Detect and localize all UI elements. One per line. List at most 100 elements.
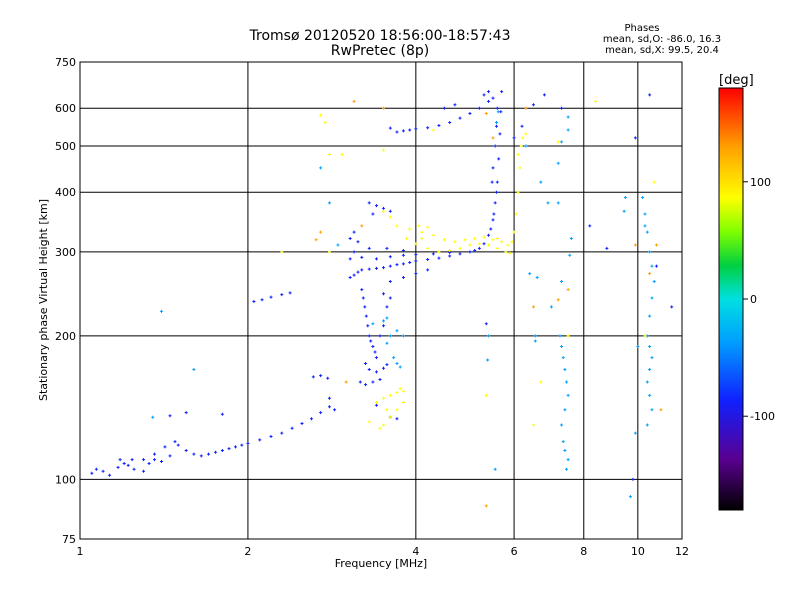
data-point <box>388 393 392 397</box>
data-point <box>94 467 98 471</box>
data-point <box>152 458 156 462</box>
chart-subtitle: RwPretec (8p) <box>331 43 429 59</box>
data-point <box>414 242 418 246</box>
data-point <box>348 236 352 240</box>
data-point <box>442 106 446 110</box>
data-point <box>518 166 522 170</box>
data-point <box>437 256 441 260</box>
data-point <box>514 212 518 216</box>
data-point <box>491 96 495 100</box>
data-point <box>648 93 652 97</box>
data-point <box>565 380 569 384</box>
data-point <box>473 236 477 240</box>
data-point <box>486 358 490 362</box>
data-point <box>633 431 637 435</box>
data-point <box>566 115 570 119</box>
stats-line-x: mean, sd,X: 99.5, 20.4 <box>605 45 719 56</box>
data-point <box>431 233 435 237</box>
data-point <box>374 370 378 374</box>
data-point <box>288 291 292 295</box>
y-tick-label: 300 <box>55 246 76 259</box>
data-point <box>360 255 364 259</box>
data-point <box>388 415 392 419</box>
data-point <box>369 339 373 343</box>
data-point <box>388 279 392 283</box>
data-point <box>319 230 323 234</box>
data-point <box>431 252 435 256</box>
x-axis: 1 2 4 6 8 10 12 <box>77 545 690 558</box>
data-point <box>360 268 364 272</box>
data-point <box>524 144 528 148</box>
data-point <box>426 126 430 130</box>
data-point <box>323 121 327 125</box>
data-point <box>631 477 635 481</box>
data-point <box>269 295 273 299</box>
data-point <box>163 445 167 449</box>
data-point <box>101 469 105 473</box>
data-point <box>670 305 674 309</box>
data-point <box>654 243 658 247</box>
data-point <box>431 128 435 132</box>
data-point <box>192 367 196 371</box>
data-point <box>326 376 330 380</box>
data-point <box>401 129 405 133</box>
data-point <box>654 264 658 268</box>
data-point <box>374 266 378 270</box>
data-point <box>493 144 497 148</box>
data-point <box>90 471 94 475</box>
data-point <box>487 243 491 247</box>
data-point <box>388 215 392 219</box>
data-point <box>269 435 273 439</box>
data-point <box>563 367 567 371</box>
colorbar <box>718 87 744 511</box>
data-point <box>426 268 430 272</box>
chart-title: Tromsø 20120520 18:56:00-18:57:43 <box>249 28 511 44</box>
data-point <box>484 504 488 508</box>
data-point <box>130 458 134 462</box>
data-point <box>539 180 543 184</box>
data-point <box>458 246 462 250</box>
data-point <box>512 136 516 140</box>
data-point <box>497 157 501 161</box>
data-point <box>650 408 654 412</box>
data-point <box>388 209 392 213</box>
data-point <box>484 322 488 326</box>
data-point <box>327 250 331 254</box>
data-point <box>227 447 231 451</box>
data-point <box>398 365 402 369</box>
data-point <box>473 248 477 252</box>
data-point <box>214 450 218 454</box>
y-tick-label: 600 <box>55 102 76 115</box>
data-point <box>344 380 348 384</box>
data-point <box>549 305 553 309</box>
data-point <box>622 209 626 213</box>
data-point <box>588 224 592 228</box>
data-point <box>381 148 385 152</box>
data-point <box>118 458 122 462</box>
data-point <box>560 423 564 427</box>
data-point <box>385 305 389 309</box>
data-point <box>371 344 375 348</box>
data-point <box>367 201 371 205</box>
data-point <box>556 298 560 302</box>
data-point <box>491 238 495 242</box>
data-point <box>414 272 418 276</box>
data-point <box>569 236 573 240</box>
data-point <box>252 300 256 304</box>
data-point <box>108 473 112 477</box>
data-point <box>560 344 564 348</box>
data-point <box>650 296 654 300</box>
x-axis-label: Frequency [MHz] <box>335 557 427 570</box>
y-tick-label: 400 <box>55 186 76 199</box>
data-point <box>494 121 498 125</box>
data-point <box>453 103 457 107</box>
data-point <box>378 377 382 381</box>
data-point <box>648 250 652 254</box>
data-point <box>493 467 497 471</box>
data-point <box>381 106 385 110</box>
data-point <box>531 103 535 107</box>
data-point <box>490 180 494 184</box>
data-point <box>659 408 663 412</box>
data-point <box>652 180 656 184</box>
data-point <box>494 124 498 128</box>
